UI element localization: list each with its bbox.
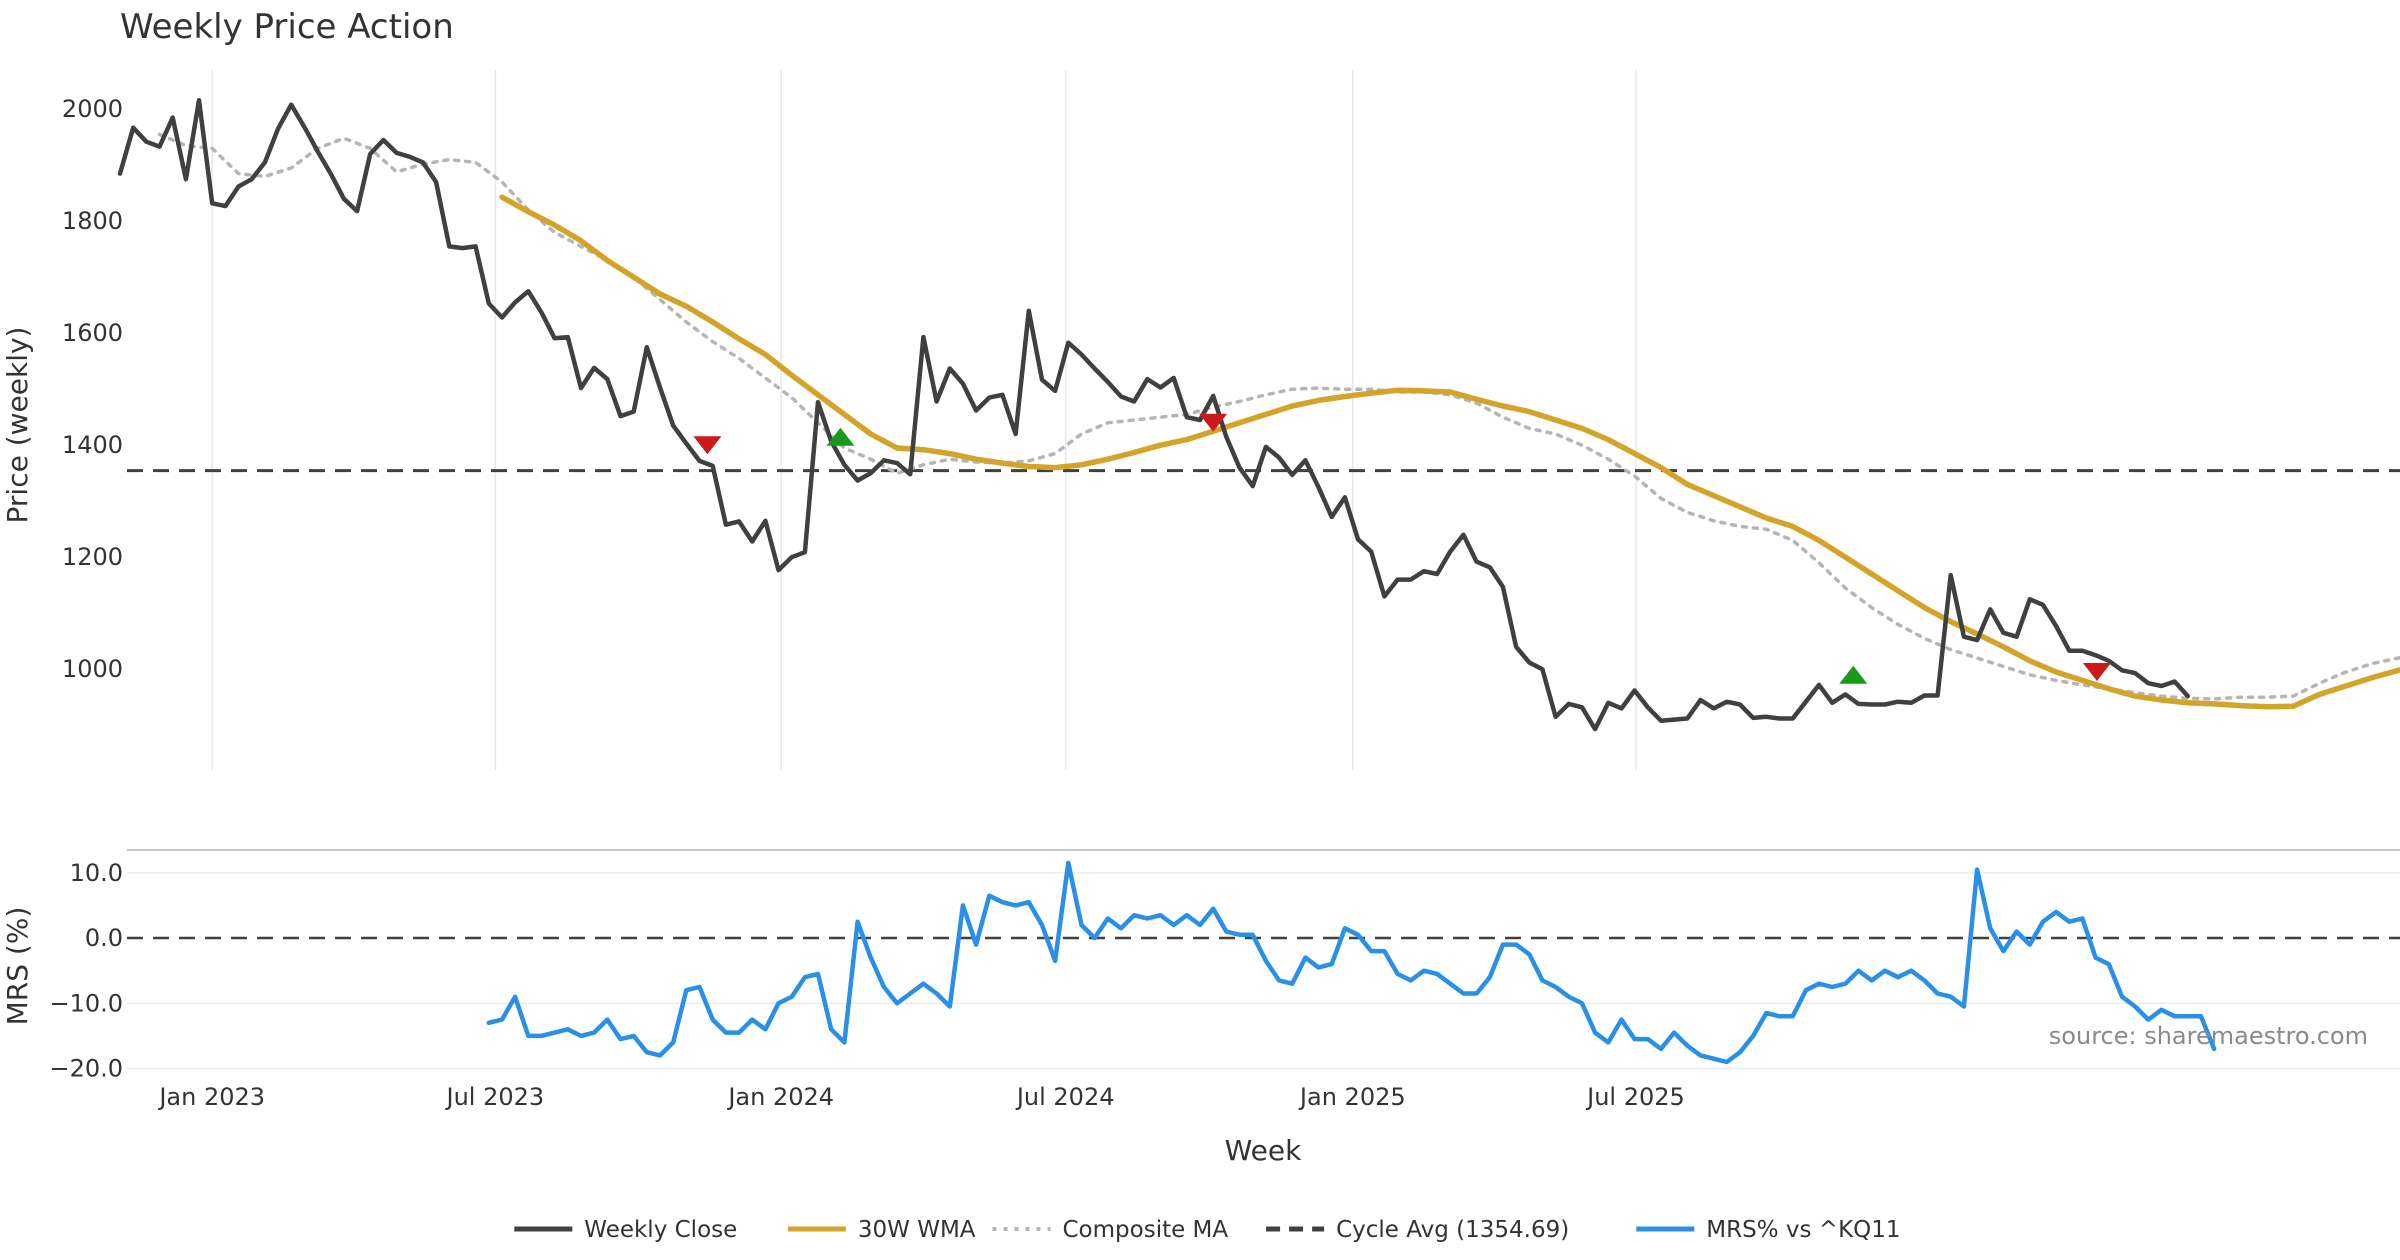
price-y-tick-label: 1600 (62, 319, 123, 347)
legend-label: Composite MA (1063, 1217, 1229, 1243)
price-y-tick-label: 1800 (62, 207, 123, 235)
x-axis-title: Week (1225, 1134, 1302, 1167)
buy-signal-marker (826, 427, 855, 446)
mrs-y-tick-label: −20.0 (49, 1054, 123, 1082)
sell-signal-marker (1199, 413, 1228, 432)
sell-signal-marker (693, 436, 722, 455)
price-y-axis: 2000 1800 1600 1400 1200 1000 (62, 95, 123, 683)
wma-30w-line (499, 194, 2400, 710)
composite-ma-line (157, 132, 2400, 701)
x-tick-label: Jan 2024 (726, 1083, 834, 1111)
price-y-tick-label: 1200 (62, 543, 123, 571)
legend-label: MRS% vs ^KQ11 (1706, 1217, 1900, 1243)
x-tick-label: Jul 2023 (445, 1083, 545, 1111)
price-y-tick-label: 1000 (62, 655, 123, 683)
x-tick-label: Jan 2025 (1298, 1083, 1406, 1111)
mrs-series (486, 860, 2217, 1065)
legend-label: Weekly Close (584, 1217, 737, 1243)
mrs-y-axis: 10.0 0.0 −10.0 −20.0 (49, 859, 123, 1083)
legend-label: Cycle Avg (1354.69) (1336, 1217, 1569, 1243)
reference-lines (127, 469, 2400, 940)
mrs-y-tick-label: 0.0 (85, 924, 123, 952)
x-axis: Jan 2023 Jul 2023 Jan 2024 Jul 2024 Jan 2025… (157, 1083, 1684, 1111)
mrs-y-axis-title: MRS (%) (1, 907, 34, 1026)
price-y-tick-label: 1400 (62, 431, 123, 459)
legend: Weekly Close 30W WMA Composite MA Cycle Avg… (514, 1217, 1901, 1243)
x-tick-label: Jul 2024 (1015, 1083, 1115, 1111)
signals (693, 413, 2111, 684)
price-y-axis-title: Price (weekly) (1, 327, 34, 524)
grid (127, 70, 2400, 1070)
sell-signal-marker (2082, 663, 2111, 681)
mrs-y-tick-label: −10.0 (49, 989, 123, 1017)
source-note: source: sharemaestro.com (2049, 1022, 2368, 1050)
legend-label: 30W WMA (858, 1217, 976, 1243)
mrs-line (486, 860, 2217, 1065)
x-tick-label: Jan 2023 (157, 1083, 265, 1111)
price-y-tick-label: 2000 (62, 95, 123, 123)
weekly-close-line (117, 97, 2191, 732)
mrs-y-tick-label: 10.0 (70, 859, 123, 887)
buy-signal-marker (1839, 665, 1868, 684)
x-tick-label: Jul 2025 (1585, 1083, 1685, 1111)
price-series (117, 97, 2400, 732)
chart-title: Weekly Price Action (120, 7, 454, 47)
